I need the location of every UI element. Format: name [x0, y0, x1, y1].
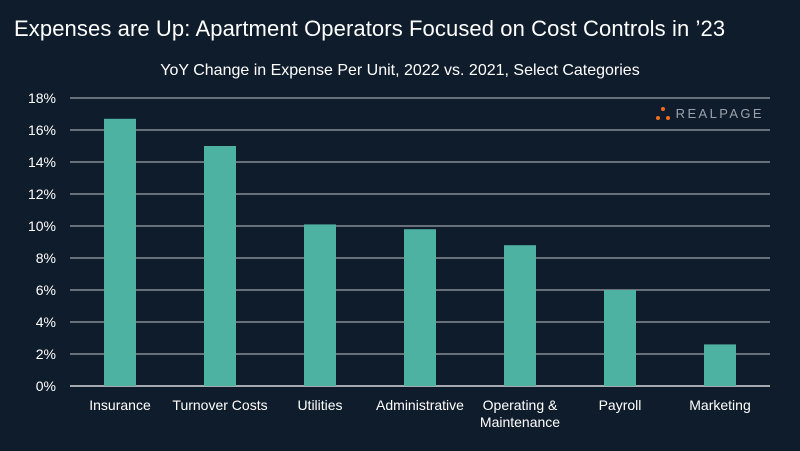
- bar: [604, 290, 636, 386]
- chart-title: Expenses are Up: Apartment Operators Foc…: [14, 16, 726, 41]
- bar: [304, 224, 336, 386]
- realpage-logo: REALPAGE: [655, 106, 764, 121]
- bar: [404, 229, 436, 386]
- y-tick-label: 12%: [28, 186, 56, 202]
- x-axis-labels: Insurance Turnover Costs Utilities Administ…: [89, 397, 750, 430]
- bar: [104, 118, 136, 387]
- x-category-label: Marketing: [689, 397, 750, 413]
- y-tick-label: 16%: [28, 122, 56, 138]
- y-tick-label: 14%: [28, 154, 56, 170]
- y-axis-ticks: 0% 2% 4% 6% 8% 10% 12% 14% 16% 18%: [28, 90, 56, 394]
- bar: [204, 146, 236, 386]
- x-category-label: Utilities: [297, 397, 342, 413]
- x-category-label: Payroll: [599, 397, 642, 413]
- y-tick-label: 2%: [36, 346, 56, 362]
- bar: [704, 344, 736, 386]
- x-category-label: Turnover Costs: [172, 397, 267, 413]
- bar: [504, 245, 536, 386]
- y-tick-label: 0%: [36, 378, 56, 394]
- x-category-label: Administrative: [376, 397, 464, 413]
- y-tick-label: 4%: [36, 314, 56, 330]
- logo-text: REALPAGE: [675, 106, 764, 121]
- chart-subtitle: YoY Change in Expense Per Unit, 2022 vs.…: [160, 62, 640, 79]
- realpage-dots-logo-icon: [655, 106, 670, 121]
- x-category-label: Operating & Maintenance: [480, 397, 560, 430]
- y-tick-label: 18%: [28, 90, 56, 106]
- bars: [104, 118, 736, 387]
- y-tick-label: 6%: [36, 282, 56, 298]
- y-tick-label: 10%: [28, 218, 56, 234]
- y-tick-label: 8%: [36, 250, 56, 266]
- x-category-label: Insurance: [89, 397, 151, 413]
